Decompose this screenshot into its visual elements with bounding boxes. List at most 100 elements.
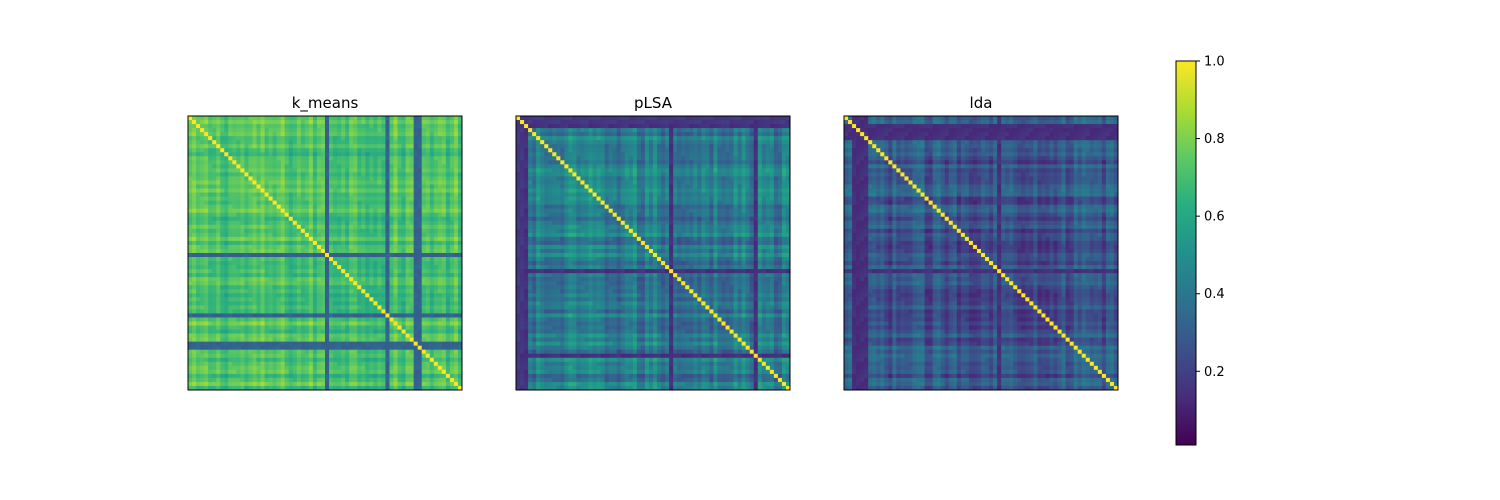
heatmap-cell-k-means <box>329 309 334 314</box>
heatmap-cell-k-means <box>325 269 330 274</box>
heatmap-cell-k-means <box>357 168 362 173</box>
heatmap-cell-k-means <box>269 241 274 246</box>
heatmap-cell-plsa <box>738 124 743 129</box>
heatmap-cell-k-means <box>220 285 225 290</box>
heatmap-cell-k-means <box>369 144 374 149</box>
heatmap-cell-k-means <box>297 124 302 129</box>
heatmap-cell-plsa <box>697 128 702 133</box>
heatmap-cell-k-means <box>450 334 455 339</box>
heatmap-cell-k-means <box>269 346 274 351</box>
heatmap-cell-plsa <box>750 124 755 129</box>
heatmap-cell-k-means <box>377 338 382 343</box>
heatmap-cell-k-means <box>402 180 407 185</box>
heatmap-cell-k-means <box>353 334 358 339</box>
heatmap-cell-k-means <box>305 213 310 218</box>
heatmap-cell-k-means <box>289 185 294 190</box>
heatmap-cell-k-means <box>208 273 213 278</box>
heatmap-cell-k-means <box>192 136 197 141</box>
heatmap-cell-plsa <box>601 124 606 129</box>
heatmap-cell-k-means <box>240 124 245 129</box>
heatmap-cell-k-means <box>281 297 286 302</box>
heatmap-cell-k-means <box>422 156 427 161</box>
heatmap-cell-plsa <box>669 120 674 125</box>
heatmap-cell-k-means <box>277 277 282 282</box>
heatmap-cell-k-means <box>277 193 282 198</box>
heatmap-cell-k-means <box>200 168 205 173</box>
heatmap-cell-k-means <box>418 257 423 262</box>
heatmap-cell-k-means <box>337 289 342 294</box>
heatmap-cell-k-means <box>381 346 386 351</box>
heatmap-cell-k-means <box>297 378 302 383</box>
heatmap-cell-plsa <box>560 120 565 125</box>
heatmap-cell-k-means <box>361 257 366 262</box>
heatmap-cell-k-means <box>216 205 221 210</box>
heatmap-cell-k-means <box>454 350 459 355</box>
heatmap-cell-k-means <box>385 209 390 214</box>
heatmap-cell-k-means <box>450 136 455 141</box>
heatmap-cell-k-means <box>373 285 378 290</box>
heatmap-cell-k-means <box>269 120 274 125</box>
heatmap-cell-k-means <box>325 289 330 294</box>
heatmap-cell-k-means <box>430 289 435 294</box>
heatmap-cell-k-means <box>410 313 415 318</box>
heatmap-cell-k-means <box>188 164 193 169</box>
heatmap-cell-k-means <box>261 382 266 387</box>
heatmap-cell-plsa <box>645 120 650 125</box>
heatmap-cell-k-means <box>281 374 286 379</box>
heatmap-cell-k-means <box>442 277 447 282</box>
heatmap-cell-k-means <box>224 116 229 121</box>
heatmap-cell-plsa <box>774 124 779 129</box>
heatmap-cell-k-means <box>293 144 298 149</box>
heatmap-cell-k-means <box>377 217 382 222</box>
heatmap-cell-k-means <box>228 128 233 133</box>
heatmap-cell-k-means <box>317 180 322 185</box>
heatmap-cell-k-means <box>434 221 439 226</box>
heatmap-cell-k-means <box>293 209 298 214</box>
heatmap-cell-k-means <box>385 164 390 169</box>
heatmap-cell-k-means <box>394 140 399 145</box>
heatmap-cell-k-means <box>345 354 350 359</box>
heatmap-cell-plsa <box>576 116 581 121</box>
heatmap-cell-k-means <box>273 350 278 355</box>
heatmap-cell-k-means <box>422 217 427 222</box>
heatmap-cell-k-means <box>333 269 338 274</box>
heatmap-cell-k-means <box>345 205 350 210</box>
heatmap-cell-k-means <box>313 213 318 218</box>
heatmap-cell-plsa <box>746 128 751 133</box>
heatmap-cell-k-means <box>377 180 382 185</box>
heatmap-cell-k-means <box>309 309 314 314</box>
heatmap-cell-k-means <box>244 301 249 306</box>
heatmap-cell-k-means <box>414 301 419 306</box>
heatmap-cell-plsa <box>633 132 638 137</box>
heatmap-cell-k-means <box>313 293 318 298</box>
heatmap-cell-k-means <box>321 229 326 234</box>
heatmap-cell-k-means <box>297 334 302 339</box>
heatmap-cell-k-means <box>365 120 370 125</box>
heatmap-cell-k-means <box>414 241 419 246</box>
heatmap-cell-k-means <box>389 293 394 298</box>
heatmap-cell-plsa <box>613 128 618 133</box>
heatmap-cell-k-means <box>418 116 423 121</box>
heatmap-cell-k-means <box>281 144 286 149</box>
heatmap-cell-k-means <box>297 213 302 218</box>
heatmap-cell-k-means <box>200 281 205 286</box>
heatmap-cell-k-means <box>224 273 229 278</box>
heatmap-cell-k-means <box>450 217 455 222</box>
heatmap-cell-k-means <box>333 229 338 234</box>
heatmap-cell-plsa <box>532 128 537 133</box>
heatmap-cell-k-means <box>422 285 427 290</box>
heatmap-cell-k-means <box>257 281 262 286</box>
heatmap-cell-k-means <box>434 265 439 270</box>
heatmap-cell-k-means <box>381 289 386 294</box>
heatmap-cell-k-means <box>313 209 318 214</box>
heatmap-cell-k-means <box>426 241 431 246</box>
heatmap-cell-k-means <box>325 132 330 137</box>
heatmap-cell-k-means <box>333 148 338 153</box>
heatmap-cell-k-means <box>402 249 407 254</box>
heatmap-cell-k-means <box>224 189 229 194</box>
heatmap-cell-k-means <box>418 144 423 149</box>
heatmap-cell-k-means <box>442 366 447 371</box>
heatmap-cell-k-means <box>402 120 407 125</box>
heatmap-cell-k-means <box>361 176 366 181</box>
heatmap-cell-k-means <box>434 136 439 141</box>
